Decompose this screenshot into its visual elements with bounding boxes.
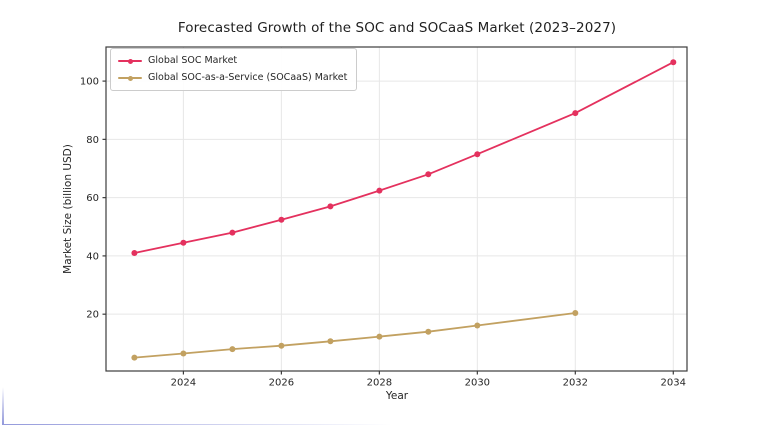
- x-tick-label: 2028: [367, 378, 392, 389]
- data-point-series-0: [376, 187, 383, 194]
- legend-line-marker-icon: [118, 57, 142, 65]
- data-point-series-0: [180, 239, 187, 246]
- legend: Global SOC Market Global SOC-as-a-Servic…: [110, 48, 358, 91]
- y-tick-label: 80: [86, 135, 99, 146]
- data-point-series-1: [425, 328, 432, 335]
- legend-marker-dot-icon: [127, 58, 133, 64]
- legend-item-socaas: Global SOC-as-a-Service (SOCaaS) Market: [118, 71, 347, 85]
- series-line-1: [133, 312, 577, 359]
- data-point-series-1: [229, 346, 236, 353]
- y-tick-label: 100: [80, 77, 99, 88]
- x-tick-label: 2032: [563, 378, 588, 389]
- data-point-series-0: [278, 216, 285, 223]
- data-point-series-1: [131, 354, 138, 361]
- x-tick-label: 2024: [171, 378, 196, 389]
- legend-item-soc: Global SOC Market: [118, 54, 347, 68]
- series-line-0: [133, 61, 675, 254]
- y-axis-label: Market Size (billion USD): [62, 144, 74, 274]
- data-point-series-0: [229, 229, 236, 236]
- data-point-series-0: [572, 110, 579, 117]
- data-point-series-1: [376, 333, 383, 340]
- legend-label-socaas: Global SOC-as-a-Service (SOCaaS) Market: [148, 72, 348, 83]
- legend-label-soc: Global SOC Market: [148, 55, 238, 66]
- y-tick-label: 40: [86, 251, 99, 262]
- legend-line-marker-icon: [118, 74, 142, 82]
- axes-frame: [105, 46, 688, 372]
- data-point-series-1: [180, 350, 187, 357]
- chart-title: Forecasted Growth of the SOC and SOCaaS …: [177, 20, 617, 36]
- data-point-series-0: [131, 250, 138, 256]
- data-point-series-1: [572, 310, 579, 316]
- x-tick-label: 2030: [465, 378, 490, 389]
- data-point-series-0: [327, 203, 334, 210]
- data-point-series-0: [670, 59, 677, 66]
- x-tick-label: 2034: [661, 378, 686, 389]
- data-point-series-1: [327, 338, 334, 345]
- legend-marker-dot-icon: [127, 75, 133, 81]
- x-axis-label: Year: [385, 390, 409, 402]
- y-tick-label: 60: [86, 193, 99, 204]
- y-tick-label: 20: [86, 310, 99, 321]
- data-point-series-0: [425, 171, 432, 178]
- data-point-series-0: [474, 151, 481, 158]
- x-tick-label: 2026: [269, 378, 294, 389]
- data-point-series-1: [278, 342, 285, 349]
- data-point-series-1: [474, 322, 481, 329]
